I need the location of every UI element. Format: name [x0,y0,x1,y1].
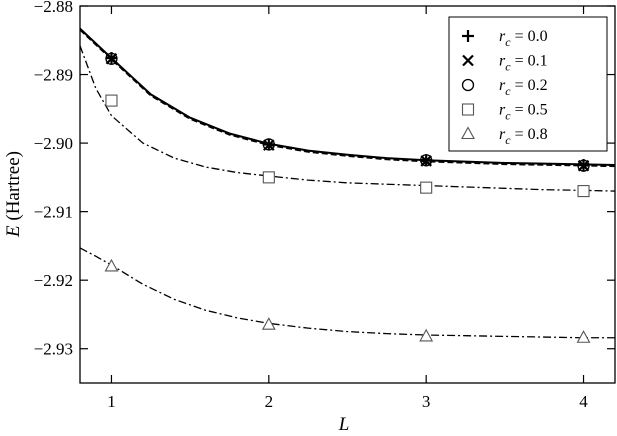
legend-label-3: rc = 0.5 [499,102,548,123]
legend-marker-1 [462,54,474,67]
y-tick-label: −2.89 [34,66,73,85]
y-tick-label: −2.88 [34,0,73,16]
axis-ticks [80,5,615,383]
legend-label-4: rc = 0.8 [499,126,548,147]
marker-square-0 [105,94,118,107]
series-line-0 [79,27,616,167]
y-axis-label-unit: (Hartree) [3,151,24,225]
series-line-4 [79,247,615,339]
y-tick-label: −2.93 [34,340,73,359]
x-axis-label: L [338,414,350,435]
marker-circle-0 [105,52,118,65]
legend-label-1: rc = 0.1 [499,53,548,74]
tick-labels: 1 2 3 4 −2.88 −2.89 −2.90 −2.91 −2.92 −2.93 [34,0,589,411]
x-tick-label: 3 [422,392,431,411]
marker-circle-2 [420,154,433,167]
plot-frame [79,5,616,384]
marker-circle-1 [262,138,275,151]
legend-marker-2 [461,78,475,92]
series-lines [79,27,616,339]
marker-triangle-1 [261,317,276,330]
legend-marker-4 [461,126,475,140]
x-tick-label: 1 [107,392,116,411]
series-line-3 [79,45,616,192]
y-tick-label: −2.91 [34,203,73,222]
marker-triangle-2 [419,328,434,342]
legend-marker-3 [461,103,475,116]
y-axis-label: E (Hartree) [3,151,24,238]
y-tick-label: −2.92 [34,271,73,290]
y-tick-label: −2.90 [34,134,73,153]
legend-box [448,16,608,152]
x-tick-label: 4 [579,392,588,411]
legend: rc = 0.0 rc = 0.1 rc = 0.2 rc = 0.5 rc = 0.8 [448,16,608,152]
legend-label-0: rc = 0.0 [499,28,548,49]
marker-triangle-3 [576,330,591,343]
data-markers [104,52,591,343]
marker-cross-3 [577,159,590,172]
x-tick-label: 2 [265,392,274,411]
marker-square-3 [577,185,590,198]
marker-square-1 [262,171,275,184]
marker-square-2 [420,181,433,194]
series-line-1 [79,29,616,168]
marker-cross-0 [105,53,118,65]
legend-label-2: rc = 0.2 [499,77,548,98]
marker-circle-3 [577,159,590,172]
legend-marker-0 [462,30,474,42]
marker-triangle-0 [104,258,119,272]
y-axis-label-symbol: E [3,225,24,238]
